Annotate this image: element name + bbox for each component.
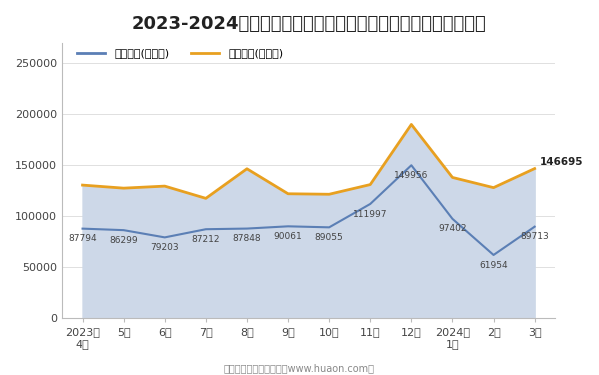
Text: 146695: 146695 xyxy=(540,157,583,167)
Text: 61954: 61954 xyxy=(479,261,508,270)
Text: 149956: 149956 xyxy=(394,171,428,180)
Text: 87212: 87212 xyxy=(192,235,220,244)
Legend: 出口总额(万美元), 进口总额(万美元): 出口总额(万美元), 进口总额(万美元) xyxy=(77,48,283,58)
Text: 86299: 86299 xyxy=(110,236,138,245)
Text: 89055: 89055 xyxy=(314,233,343,242)
Text: 97402: 97402 xyxy=(438,225,467,234)
Text: 79203: 79203 xyxy=(150,243,179,252)
Text: 87848: 87848 xyxy=(232,234,261,243)
Text: 90061: 90061 xyxy=(274,232,302,241)
Title: 2023-2024年内蒙古自治区商品收发货人所在地进、出口额统计: 2023-2024年内蒙古自治区商品收发货人所在地进、出口额统计 xyxy=(131,15,486,33)
Text: 87794: 87794 xyxy=(68,234,97,243)
Text: 111997: 111997 xyxy=(353,210,388,219)
Text: 89713: 89713 xyxy=(521,232,549,241)
Text: 制图：华经产业研究院（www.huaon.com）: 制图：华经产业研究院（www.huaon.com） xyxy=(224,363,375,373)
